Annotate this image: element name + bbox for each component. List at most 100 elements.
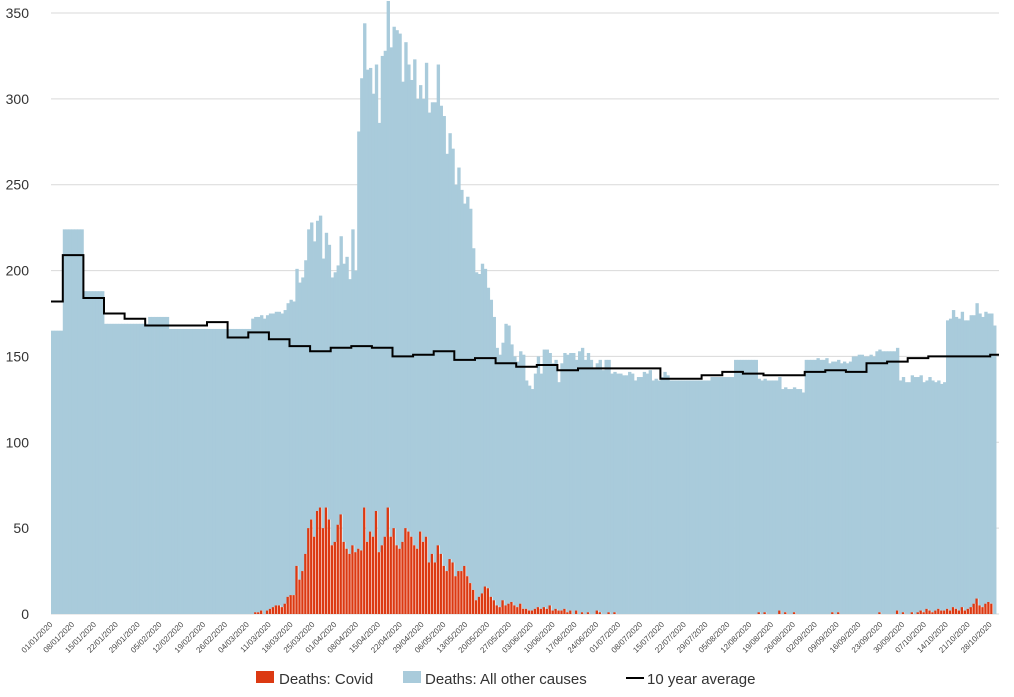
bar-other-causes	[318, 215, 323, 508]
bar-covid	[451, 562, 454, 614]
bar-other-causes	[65, 229, 70, 615]
bar-other-causes	[510, 344, 514, 602]
bar-covid	[580, 612, 584, 614]
bar-other-causes	[98, 291, 102, 614]
bar-other-causes	[866, 356, 870, 614]
bar-other-causes	[742, 359, 747, 614]
bar-other-causes	[466, 196, 470, 577]
bar-other-causes	[669, 380, 673, 614]
bar-covid	[901, 612, 905, 614]
bar-other-causes	[842, 361, 847, 614]
bar-covid	[377, 552, 381, 614]
bar-other-causes	[837, 359, 841, 613]
bar-covid	[969, 607, 972, 614]
bar-covid	[277, 605, 281, 614]
bar-other-causes	[831, 361, 835, 613]
bar-other-causes	[804, 359, 809, 614]
bar-other-causes	[112, 323, 117, 614]
bar-covid	[501, 600, 504, 614]
bar-covid	[910, 612, 914, 614]
bar-other-causes	[642, 371, 647, 614]
bar-other-causes	[710, 377, 714, 614]
bar-other-causes	[212, 328, 217, 614]
bar-other-causes	[224, 328, 229, 614]
bar-other-causes	[324, 232, 329, 508]
bar-other-causes	[262, 318, 267, 614]
bar-other-causes	[766, 380, 770, 614]
bar-other-causes	[957, 318, 962, 611]
bar-other-causes	[486, 287, 491, 589]
bar-other-causes	[516, 361, 520, 608]
bar-other-causes	[934, 382, 938, 611]
bar-other-causes	[583, 359, 588, 614]
bar-covid	[268, 608, 272, 614]
bar-covid	[419, 531, 422, 614]
bar-other-causes	[925, 380, 929, 609]
bar-other-causes	[834, 361, 838, 614]
bar-other-causes	[398, 33, 402, 549]
bar-covid	[978, 605, 981, 614]
bar-covid	[371, 536, 375, 614]
bar-covid	[368, 531, 372, 614]
bar-other-causes	[154, 316, 158, 614]
legend: Deaths: Covid Deaths: All other causes 1…	[256, 671, 755, 688]
bar-other-causes	[719, 377, 723, 614]
bar-other-causes	[698, 380, 703, 614]
bar-other-causes	[769, 380, 773, 614]
bar-other-causes	[451, 148, 455, 563]
bar-other-causes	[984, 311, 988, 604]
bar-other-causes	[339, 236, 343, 515]
bar-other-causes	[156, 316, 161, 614]
bar-other-causes	[374, 64, 379, 511]
bar-other-causes	[681, 380, 685, 614]
bar-covid	[513, 605, 516, 614]
bar-covid	[533, 608, 537, 614]
bar-other-causes	[201, 328, 205, 614]
bar-other-causes	[548, 352, 552, 606]
bar-other-causes	[315, 220, 320, 511]
bar-other-causes	[333, 272, 337, 542]
bar-other-causes	[898, 380, 903, 614]
bar-covid	[395, 545, 398, 614]
bar-other-causes	[177, 328, 181, 614]
bar-other-causes	[542, 349, 547, 608]
bar-other-causes	[513, 356, 517, 606]
bar-other-causes	[987, 313, 991, 602]
bar-other-causes	[972, 315, 976, 604]
bar-other-causes	[701, 380, 705, 614]
bar-covid	[975, 598, 978, 614]
bar-other-causes	[416, 98, 420, 549]
bar-other-causes	[784, 387, 788, 613]
bar-covid	[960, 607, 964, 614]
bar-covid	[792, 612, 796, 614]
bar-other-causes	[389, 47, 393, 537]
bar-other-causes	[368, 67, 373, 532]
bar-other-causes	[828, 363, 832, 614]
bar-other-causes	[887, 351, 891, 614]
bar-other-causes	[772, 380, 776, 614]
bar-other-causes	[795, 389, 800, 614]
bar-other-causes	[863, 356, 867, 614]
bar-other-causes	[401, 81, 405, 542]
bar-covid	[454, 576, 457, 614]
bar-covid	[413, 545, 416, 614]
x-axis-ticks: 01/01/202008/01/202015/01/202022/01/2020…	[20, 620, 994, 655]
bar-covid	[763, 612, 766, 614]
bar-other-causes	[62, 229, 67, 615]
bar-covid	[260, 610, 263, 614]
bar-other-causes	[728, 377, 732, 614]
bar-other-causes	[869, 354, 873, 614]
bar-other-causes	[218, 328, 223, 614]
bar-covid	[289, 595, 292, 614]
bar-other-causes	[878, 349, 882, 613]
bar-other-causes	[527, 385, 532, 611]
bar-other-causes	[186, 328, 190, 614]
bar-other-causes	[280, 313, 284, 608]
bar-other-causes	[151, 316, 155, 614]
bar-other-causes	[145, 323, 149, 614]
bar-other-causes	[975, 303, 979, 599]
bar-other-causes	[969, 315, 973, 608]
bar-covid	[972, 603, 975, 614]
bar-other-causes	[171, 328, 176, 614]
bar-other-causes	[922, 382, 926, 613]
